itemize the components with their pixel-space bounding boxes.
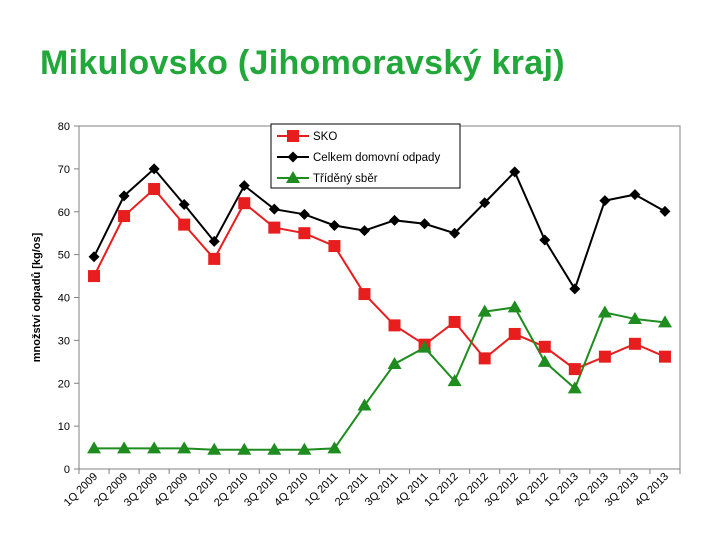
data-point-square — [287, 130, 299, 142]
data-point-square — [328, 240, 341, 253]
data-point-diamond — [88, 251, 100, 263]
y-tick-label: 40 — [58, 293, 70, 305]
data-point-triangle — [177, 441, 192, 454]
data-point-square — [388, 319, 401, 332]
series-markers — [87, 163, 672, 455]
data-point-triangle — [327, 441, 342, 454]
data-point-diamond — [629, 189, 641, 201]
data-point-diamond — [148, 163, 160, 175]
data-point-diamond — [509, 166, 521, 178]
y-tick-label: 30 — [58, 335, 70, 347]
y-tick-label: 60 — [58, 207, 70, 219]
data-point-triangle — [537, 354, 552, 367]
data-point-triangle — [507, 300, 522, 313]
data-point-triangle — [147, 441, 162, 454]
y-tick-label: 80 — [58, 121, 70, 133]
data-point-triangle — [447, 374, 462, 387]
data-point-triangle — [357, 398, 372, 411]
data-point-diamond — [298, 208, 310, 220]
data-point-triangle — [237, 442, 252, 455]
legend-label: Tříděný sběr — [313, 173, 378, 185]
data-point-diamond — [268, 203, 280, 215]
data-point-square — [598, 350, 611, 363]
y-tick-label: 20 — [58, 378, 70, 390]
data-point-square — [448, 315, 461, 328]
y-tick-label: 50 — [58, 250, 70, 262]
data-point-diamond — [479, 197, 491, 209]
data-point-square — [358, 288, 371, 301]
legend-label: SKO — [313, 131, 337, 143]
data-point-diamond — [238, 180, 250, 192]
data-point-square — [178, 218, 191, 231]
data-point-triangle — [87, 441, 102, 454]
data-point-diamond — [659, 205, 671, 217]
data-point-diamond — [287, 151, 299, 163]
data-point-diamond — [389, 214, 401, 226]
data-point-triangle — [627, 311, 642, 324]
data-point-diamond — [358, 225, 370, 237]
data-point-square — [298, 227, 311, 240]
data-point-triangle — [297, 442, 312, 455]
data-point-diamond — [449, 227, 461, 239]
data-point-square — [208, 252, 221, 265]
data-point-diamond — [208, 235, 220, 247]
y-tick-label: 70 — [58, 164, 70, 176]
data-point-triangle — [417, 340, 432, 353]
data-point-diamond — [539, 234, 551, 246]
data-point-diamond — [419, 218, 431, 230]
data-point-square — [238, 197, 251, 210]
data-point-diamond — [328, 219, 340, 231]
data-point-square — [628, 337, 641, 350]
data-point-diamond — [178, 198, 190, 210]
data-point-square — [658, 350, 671, 363]
data-point-triangle — [477, 304, 492, 317]
data-point-triangle — [267, 442, 282, 455]
data-point-square — [478, 352, 491, 365]
y-axis-label: množství odpadů [kg/os] — [31, 232, 43, 362]
data-point-triangle — [207, 442, 222, 455]
series-line-2 — [93, 167, 666, 292]
data-point-square — [118, 210, 131, 223]
data-point-triangle — [597, 305, 612, 318]
data-point-square — [538, 340, 551, 353]
data-point-square — [88, 270, 101, 283]
data-point-diamond — [569, 283, 581, 295]
data-point-square — [268, 221, 281, 234]
y-tick-label: 0 — [64, 464, 70, 476]
data-point-triangle — [387, 356, 402, 369]
data-point-square — [508, 327, 521, 340]
series-line-3 — [94, 306, 666, 451]
legend-label: Celkem domovní odpady — [313, 152, 440, 164]
page-title: Mikulovsko (Jihomoravský kraj) — [40, 44, 565, 82]
legend: SKO Celkem domovní odpady Tříděný sběr — [270, 123, 461, 189]
data-point-triangle — [117, 441, 132, 454]
y-tick-label: 10 — [58, 421, 70, 433]
data-point-triangle — [286, 171, 300, 183]
data-point-triangle — [657, 315, 672, 328]
data-point-diamond — [599, 195, 611, 207]
data-point-square — [148, 183, 161, 196]
data-point-square — [568, 363, 581, 376]
data-point-diamond — [118, 190, 130, 202]
x-tick-label: 4Q 2013 — [633, 471, 671, 509]
data-point-triangle — [567, 381, 582, 394]
